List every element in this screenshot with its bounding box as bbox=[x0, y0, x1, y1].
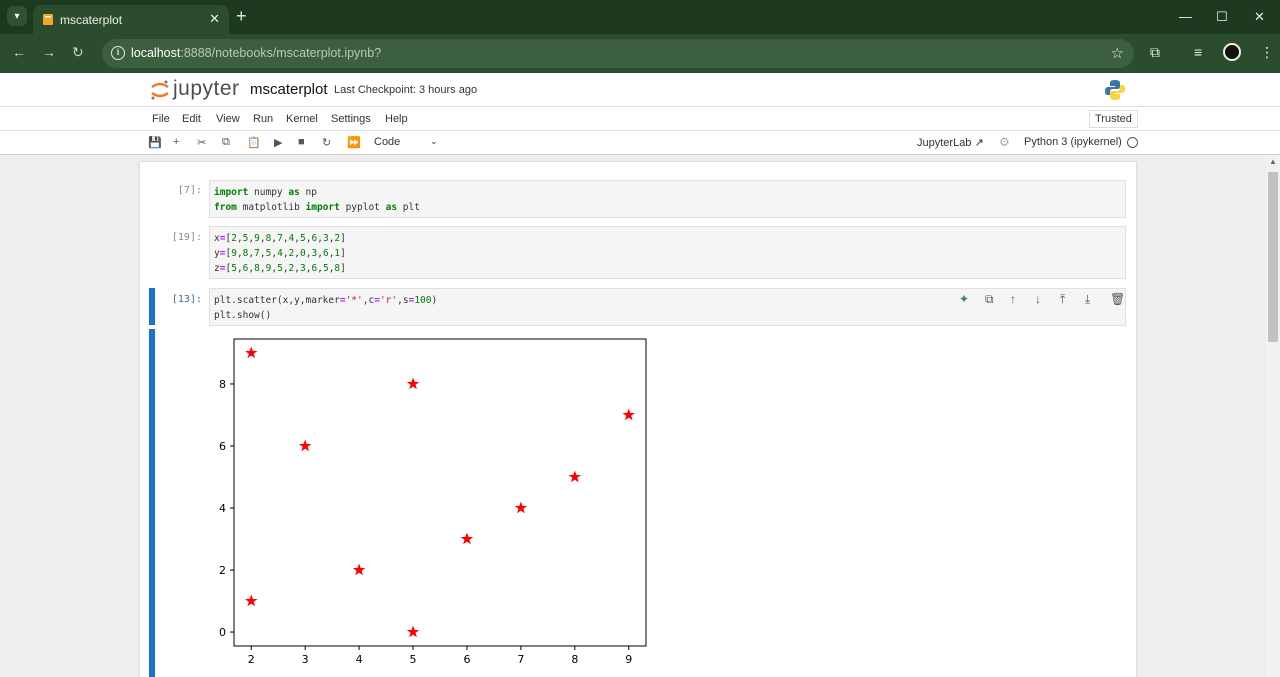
delete-cell-icon[interactable]: 🗑 bbox=[1110, 292, 1126, 306]
scatter-chart: 2 3 4 5 6 7 8 9 0 2 4 6 8 bbox=[219, 338, 647, 666]
cell-prompt: [13]: bbox=[171, 294, 202, 305]
scatter-point bbox=[299, 439, 312, 452]
move-down-icon[interactable]: ↓ bbox=[1035, 292, 1041, 306]
minimize-icon[interactable]: — bbox=[1179, 9, 1192, 24]
menu-help[interactable]: Help bbox=[385, 113, 408, 125]
new-tab-icon[interactable]: + bbox=[236, 6, 247, 26]
scatter-point bbox=[245, 346, 258, 359]
menu-view[interactable]: View bbox=[216, 113, 240, 125]
x-tick-label: 3 bbox=[302, 653, 309, 666]
menu-bar: File Edit View Run Kernel Settings Help … bbox=[0, 107, 1280, 131]
output-indicator bbox=[149, 329, 155, 677]
browser-tab[interactable]: mscaterplot ✕ bbox=[33, 5, 229, 34]
tab-close-icon[interactable]: ✕ bbox=[209, 11, 220, 26]
y-tick-label: 4 bbox=[219, 502, 226, 515]
menu-file[interactable]: File bbox=[152, 113, 170, 125]
browser-tabbar: ▾ mscaterplot ✕ + — ☐ ✕ bbox=[0, 0, 1280, 34]
jupyter-logo-text: jupyter bbox=[173, 77, 240, 100]
code-cell[interactable]: plt.scatter(x,y,marker='*',c='r',s=100) … bbox=[209, 288, 1126, 326]
reload-icon[interactable]: ↻ bbox=[72, 44, 84, 60]
menu-kernel[interactable]: Kernel bbox=[286, 113, 318, 125]
y-tick-label: 6 bbox=[219, 440, 226, 453]
code-cell[interactable]: import numpy as np from matplotlib impor… bbox=[209, 180, 1126, 218]
scatter-point bbox=[514, 501, 528, 514]
scatter-point bbox=[568, 470, 581, 483]
y-tick-label: 8 bbox=[219, 378, 226, 391]
scatter-point bbox=[622, 408, 635, 421]
menu-settings[interactable]: Settings bbox=[331, 113, 371, 125]
scatter-point bbox=[406, 625, 420, 638]
address-bar: ← → ↻ i localhost:8888/notebooks/mscater… bbox=[0, 34, 1280, 73]
insert-below-icon[interactable]: ⤓ bbox=[1085, 292, 1091, 306]
menu-edit[interactable]: Edit bbox=[182, 113, 201, 125]
profile-avatar[interactable] bbox=[1223, 43, 1241, 61]
python-logo-icon bbox=[1105, 80, 1125, 100]
jupyterlab-link[interactable]: JupyterLab ↗ bbox=[917, 137, 984, 149]
y-tick-label: 0 bbox=[219, 626, 226, 639]
jupyter-header: jupyter mscaterplot Last Checkpoint: 3 h… bbox=[0, 73, 1280, 107]
url-text: localhost:8888/notebooks/mscaterplot.ipy… bbox=[131, 46, 382, 60]
scatter-point bbox=[406, 377, 420, 390]
x-tick-label: 7 bbox=[517, 653, 524, 666]
plot-area bbox=[233, 338, 647, 647]
restart-icon[interactable]: ↻ bbox=[322, 137, 332, 149]
menu-run[interactable]: Run bbox=[253, 113, 274, 125]
stop-icon[interactable]: ■ bbox=[298, 136, 305, 148]
duplicate-cell-icon[interactable]: ⧉ bbox=[985, 292, 994, 306]
url-input[interactable]: i localhost:8888/notebooks/mscaterplot.i… bbox=[102, 39, 1134, 68]
maximize-icon[interactable]: ☐ bbox=[1216, 9, 1228, 24]
notebook-favicon-icon bbox=[43, 14, 53, 25]
extensions-icon[interactable]: ⧉ bbox=[1150, 44, 1160, 60]
x-tick-label: 2 bbox=[248, 653, 255, 666]
scrollbar-thumb[interactable] bbox=[1268, 172, 1278, 342]
x-tick-label: 9 bbox=[625, 653, 632, 666]
active-cell-indicator bbox=[149, 288, 155, 325]
external-link-icon: ↗ bbox=[974, 137, 984, 149]
notebook-title[interactable]: mscaterplot bbox=[250, 81, 328, 98]
x-tick-label: 8 bbox=[571, 653, 578, 666]
menu-kebab-icon[interactable]: ⋮ bbox=[1260, 44, 1274, 60]
forward-icon[interactable]: → bbox=[42, 44, 56, 60]
cell-prompt: [7]: bbox=[177, 185, 202, 196]
gear-icon[interactable]: ⚙ bbox=[999, 135, 1010, 149]
scatter-point bbox=[460, 532, 474, 545]
cut-icon[interactable]: ✂ bbox=[197, 137, 207, 149]
y-tick-label: 2 bbox=[219, 564, 226, 577]
scroll-up-icon[interactable]: ▲ bbox=[1269, 157, 1277, 166]
ai-sparkle-icon[interactable]: ✦ bbox=[959, 292, 970, 306]
checkpoint-status: Last Checkpoint: 3 hours ago bbox=[334, 84, 478, 96]
move-up-icon[interactable]: ↑ bbox=[1010, 292, 1016, 306]
close-window-icon[interactable]: ✕ bbox=[1254, 9, 1265, 24]
x-tick-label: 6 bbox=[463, 653, 470, 666]
cell-prompt: [19]: bbox=[171, 232, 202, 243]
scatter-point bbox=[352, 563, 366, 576]
scatter-point bbox=[245, 594, 258, 607]
notebook-toolbar: 💾 + ✂ ⧉ 📋 ▶ ■ ↻ ⏩ Code ⌄ JupyterLab ↗ ⚙ … bbox=[0, 131, 1280, 155]
kernel-status-icon bbox=[1127, 137, 1138, 148]
back-icon[interactable]: ← bbox=[12, 44, 26, 60]
paste-icon[interactable]: 📋 bbox=[247, 137, 261, 149]
insert-above-icon[interactable]: ⤒ bbox=[1060, 292, 1066, 306]
kernel-name[interactable]: Python 3 (ipykernel) bbox=[1024, 136, 1122, 148]
jupyter-logo-icon[interactable] bbox=[150, 79, 170, 101]
tab-search-button[interactable]: ▾ bbox=[7, 6, 27, 26]
fast-forward-icon[interactable]: ⏩ bbox=[347, 137, 361, 149]
copy-icon[interactable]: ⧉ bbox=[222, 136, 230, 148]
x-tick-label: 4 bbox=[356, 653, 363, 666]
cell-type-select[interactable]: Code bbox=[374, 136, 401, 148]
add-cell-icon[interactable]: + bbox=[173, 136, 180, 148]
media-icon[interactable]: ≡ bbox=[1194, 44, 1203, 60]
trusted-badge[interactable]: Trusted bbox=[1089, 110, 1138, 128]
chevron-down-icon[interactable]: ⌄ bbox=[430, 136, 438, 146]
code-cell[interactable]: x=[2,5,9,8,7,4,5,6,3,2] y=[9,8,7,5,4,2,0… bbox=[209, 226, 1126, 279]
save-icon[interactable]: 💾 bbox=[148, 137, 162, 149]
run-icon[interactable]: ▶ bbox=[274, 137, 283, 149]
tab-title: mscaterplot bbox=[60, 13, 123, 27]
x-tick-label: 5 bbox=[410, 653, 417, 666]
site-info-icon[interactable]: i bbox=[111, 46, 125, 60]
bookmark-star-icon[interactable]: ☆ bbox=[1110, 45, 1124, 62]
